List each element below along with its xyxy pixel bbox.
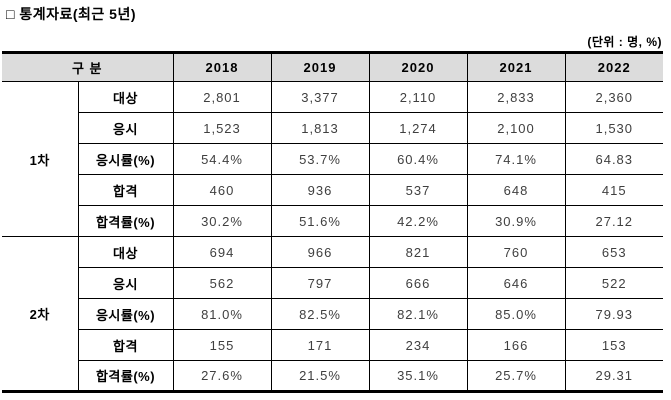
cell-value: 54.4% (172, 143, 272, 175)
cell-value: 460 (172, 174, 272, 206)
cell-value: 653 (564, 236, 664, 268)
cell-value: 234 (368, 329, 468, 361)
cell-value: 29.31 (564, 360, 664, 392)
cell-value: 35.1% (368, 360, 468, 392)
cell-value: 666 (368, 267, 468, 299)
cell-value: 3,377 (270, 81, 370, 113)
cell-value: 155 (172, 329, 272, 361)
cell-value: 82.5% (270, 298, 370, 330)
column-header-2020: 2020 (368, 52, 468, 82)
cell-value: 760 (466, 236, 566, 268)
table-header-row: 구 분 2018 2019 2020 2021 2022 (2, 52, 664, 82)
cell-value: 936 (270, 174, 370, 206)
table-row: 합격 155 171 234 166 153 (2, 329, 664, 361)
cell-value: 27.12 (564, 205, 664, 237)
row-label: 응시률(%) (77, 298, 174, 330)
group-cell-round2: 2차 (2, 236, 79, 392)
cell-value: 648 (466, 174, 566, 206)
cell-value: 1,523 (172, 112, 272, 144)
row-label: 대상 (77, 236, 174, 268)
cell-value: 966 (270, 236, 370, 268)
cell-value: 1,530 (564, 112, 664, 144)
cell-value: 25.7% (466, 360, 566, 392)
table-row: 합격률(%) 27.6% 21.5% 35.1% 25.7% 29.31 (2, 360, 664, 392)
group-cell-round1: 1차 (2, 81, 79, 237)
row-label: 합격 (77, 329, 174, 361)
table-row: 1차 대상 2,801 3,377 2,110 2,833 2,360 (2, 81, 664, 237)
table-row: 2차 대상 694 966 821 760 653 (2, 236, 664, 392)
row-label: 합격률(%) (77, 205, 174, 237)
cell-value: 85.0% (466, 298, 566, 330)
cell-value: 60.4% (368, 143, 468, 175)
cell-value: 694 (172, 236, 272, 268)
cell-value: 797 (270, 267, 370, 299)
row-label: 응시 (77, 267, 174, 299)
cell-value: 821 (368, 236, 468, 268)
cell-value: 64.83 (564, 143, 664, 175)
column-header-2022: 2022 (564, 52, 664, 82)
cell-value: 415 (564, 174, 664, 206)
cell-value: 53.7% (270, 143, 370, 175)
statistics-table: 구 분 2018 2019 2020 2021 2022 1차 대상 2,801… (2, 51, 664, 393)
cell-value: 82.1% (368, 298, 468, 330)
cell-value: 153 (564, 329, 664, 361)
cell-value: 74.1% (466, 143, 566, 175)
cell-value: 171 (270, 329, 370, 361)
column-header-category: 구 분 (2, 52, 174, 82)
column-header-2021: 2021 (466, 52, 566, 82)
table-row: 합격률(%) 30.2% 51.6% 42.2% 30.9% 27.12 (2, 205, 664, 237)
column-header-2019: 2019 (270, 52, 370, 82)
cell-value: 79.93 (564, 298, 664, 330)
cell-value: 1,274 (368, 112, 468, 144)
cell-value: 30.9% (466, 205, 566, 237)
cell-value: 646 (466, 267, 566, 299)
cell-value: 522 (564, 267, 664, 299)
table-row: 응시률(%) 81.0% 82.5% 82.1% 85.0% 79.93 (2, 298, 664, 330)
cell-value: 51.6% (270, 205, 370, 237)
cell-value: 2,100 (466, 112, 566, 144)
row-label: 합격률(%) (77, 360, 174, 392)
row-label: 응시 (77, 112, 174, 144)
row-label: 응시률(%) (77, 143, 174, 175)
cell-value: 562 (172, 267, 272, 299)
table-row: 합격 460 936 537 648 415 (2, 174, 664, 206)
cell-value: 30.2% (172, 205, 272, 237)
row-label: 대상 (77, 81, 174, 113)
cell-value: 166 (466, 329, 566, 361)
cell-value: 2,801 (172, 81, 272, 113)
table-row: 응시률(%) 54.4% 53.7% 60.4% 74.1% 64.83 (2, 143, 664, 175)
column-header-2018: 2018 (172, 52, 272, 82)
page-title: □ 통계자료(최근 5년) (6, 6, 137, 22)
cell-value: 27.6% (172, 360, 272, 392)
unit-note: (단위 : 명, %) (587, 35, 662, 49)
cell-value: 2,833 (466, 81, 566, 113)
cell-value: 537 (368, 174, 468, 206)
cell-value: 2,360 (564, 81, 664, 113)
cell-value: 42.2% (368, 205, 468, 237)
table-row: 응시 1,523 1,813 1,274 2,100 1,530 (2, 112, 664, 144)
cell-value: 2,110 (368, 81, 468, 113)
table-row: 응시 562 797 666 646 522 (2, 267, 664, 299)
cell-value: 21.5% (270, 360, 370, 392)
cell-value: 81.0% (172, 298, 272, 330)
row-label: 합격 (77, 174, 174, 206)
cell-value: 1,813 (270, 112, 370, 144)
